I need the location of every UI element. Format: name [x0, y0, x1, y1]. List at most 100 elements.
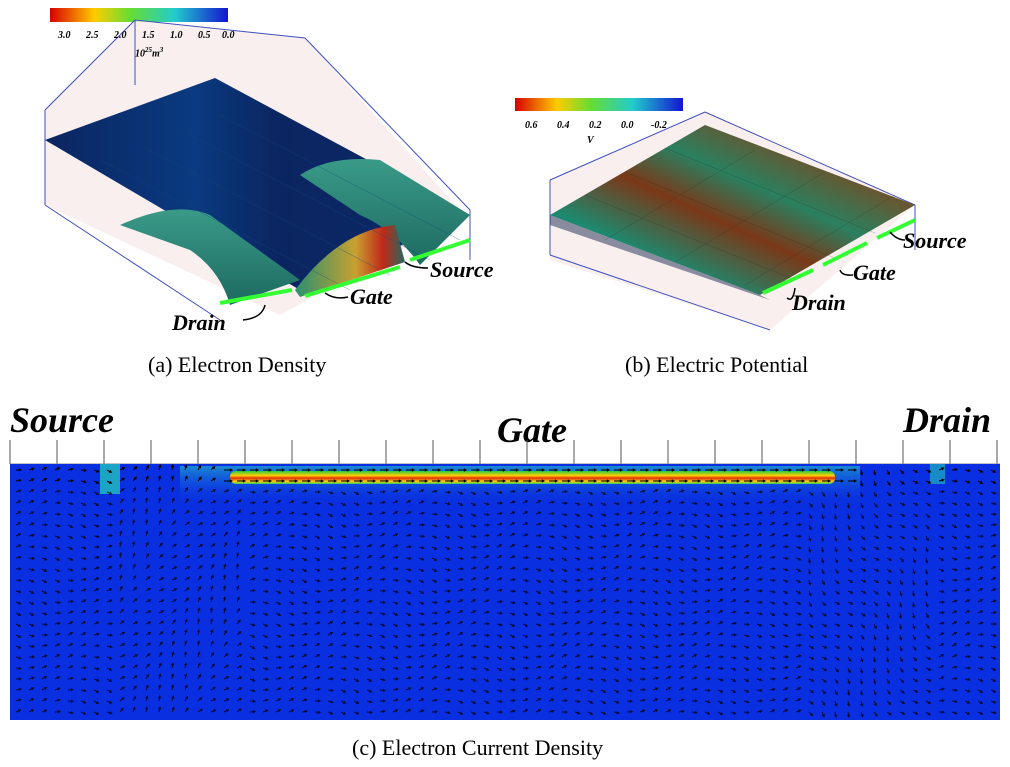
current-arrow: [236, 697, 243, 702]
current-arrow: [730, 502, 737, 506]
current-arrow: [54, 710, 62, 714]
current-arrow: [678, 698, 685, 702]
current-arrow: [405, 500, 412, 504]
current-arrow: [145, 673, 150, 680]
current-arrow: [834, 502, 838, 509]
current-arrow: [340, 700, 347, 704]
current-arrow: [574, 490, 581, 495]
current-arrow: [145, 599, 152, 603]
current-arrow: [366, 710, 373, 715]
current-arrow: [639, 489, 646, 493]
colorbar-a-tick: 2.5: [86, 30, 99, 41]
current-arrow: [977, 711, 984, 715]
current-arrow: [171, 520, 176, 526]
current-arrow: [691, 632, 698, 636]
current-arrow: [405, 601, 412, 605]
current-arrow: [145, 475, 149, 482]
current-arrow: [743, 577, 750, 581]
current-arrow: [860, 557, 867, 561]
current-arrow: [912, 700, 919, 704]
current-arrow: [717, 502, 724, 506]
current-arrow: [509, 612, 516, 616]
current-arrow: [600, 689, 607, 693]
current-arrow: [483, 566, 490, 570]
current-arrow: [223, 618, 227, 625]
current-arrow: [587, 491, 594, 495]
current-arrow: [860, 590, 867, 594]
current-arrow: [847, 513, 851, 520]
current-arrow: [210, 574, 214, 581]
current-arrow: [118, 552, 123, 559]
current-arrow: [847, 656, 852, 662]
current-arrow: [379, 688, 386, 693]
current-arrow: [249, 544, 256, 548]
current-arrow: [132, 598, 138, 603]
current-arrow: [171, 629, 176, 636]
current-arrow: [327, 588, 334, 592]
current-arrow: [653, 479, 663, 483]
current-arrow: [951, 490, 958, 495]
current-arrow: [886, 469, 890, 476]
current-arrow: [717, 711, 724, 715]
current-arrow: [119, 519, 123, 526]
current-arrow: [496, 511, 503, 516]
current-arrow: [756, 577, 763, 581]
current-arrow: [665, 545, 672, 550]
current-arrow: [496, 490, 503, 495]
current-arrow: [938, 478, 945, 482]
current-arrow: [106, 689, 113, 693]
current-arrow: [860, 535, 866, 541]
current-arrow: [444, 665, 451, 669]
current-arrow: [548, 687, 555, 691]
current-arrow: [522, 556, 530, 560]
current-arrow: [483, 491, 490, 495]
current-arrow: [769, 590, 776, 594]
current-arrow: [678, 590, 685, 594]
current-arrow: [821, 689, 827, 695]
gate-label-c: Gate: [497, 410, 567, 450]
current-arrow: [977, 534, 985, 538]
current-arrow: [561, 632, 568, 636]
current-arrow: [314, 610, 321, 614]
current-arrow: [522, 645, 529, 649]
current-arrow: [899, 711, 906, 715]
current-arrow: [938, 546, 945, 550]
current-arrow: [236, 596, 240, 603]
current-arrow: [158, 577, 165, 581]
current-arrow: [41, 557, 48, 561]
current-arrow: [145, 486, 149, 493]
current-arrow: [67, 621, 74, 625]
current-arrow: [743, 667, 750, 671]
current-arrow: [938, 654, 945, 658]
current-arrow: [197, 544, 204, 548]
current-arrow: [197, 499, 204, 504]
current-arrow: [379, 522, 386, 526]
current-arrow: [626, 490, 634, 494]
current-arrow: [419, 468, 429, 472]
current-arrow: [405, 556, 413, 560]
current-arrow: [639, 533, 646, 537]
current-arrow: [67, 467, 74, 471]
current-arrow: [652, 601, 659, 605]
current-arrow: [171, 695, 175, 702]
current-arrow: [899, 667, 904, 673]
current-arrow: [848, 468, 858, 472]
current-arrow: [340, 655, 348, 659]
current-arrow: [340, 711, 347, 715]
current-arrow: [183, 662, 188, 669]
current-arrow: [366, 555, 373, 559]
current-arrow: [938, 600, 946, 604]
current-arrow: [574, 665, 581, 669]
current-arrow: [535, 612, 542, 616]
current-arrow: [704, 665, 711, 670]
current-arrow: [314, 535, 321, 539]
current-arrow: [275, 666, 283, 670]
current-arrow: [301, 632, 308, 636]
current-arrow: [67, 589, 75, 593]
current-arrow: [210, 489, 217, 493]
current-arrow: [28, 556, 36, 560]
current-arrow: [392, 666, 399, 671]
current-arrow: [340, 632, 347, 636]
current-arrow: [497, 468, 507, 472]
current-arrow: [184, 695, 189, 702]
